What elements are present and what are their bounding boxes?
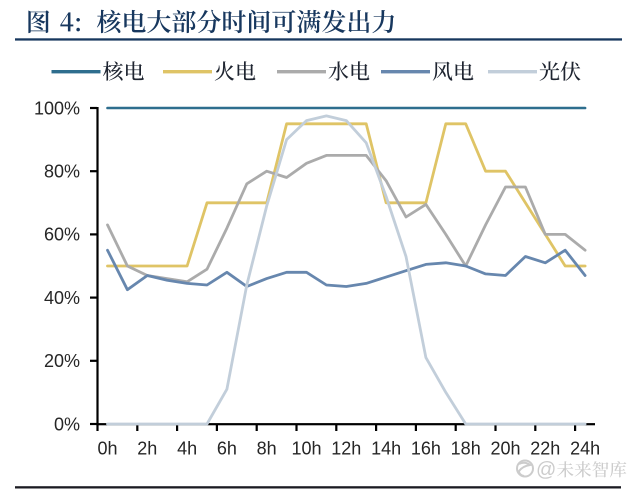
svg-text:22h: 22h xyxy=(530,439,560,459)
svg-text:10h: 10h xyxy=(291,439,321,459)
svg-text:20%: 20% xyxy=(44,351,80,371)
svg-text:20h: 20h xyxy=(490,439,520,459)
svg-text:40%: 40% xyxy=(44,288,80,308)
svg-text:0h: 0h xyxy=(97,439,117,459)
svg-text:6h: 6h xyxy=(217,439,237,459)
svg-text:100%: 100% xyxy=(34,98,80,118)
svg-text:4h: 4h xyxy=(177,439,197,459)
svg-text:2h: 2h xyxy=(137,439,157,459)
svg-text:@: @ xyxy=(536,459,556,481)
svg-text:14h: 14h xyxy=(371,439,401,459)
svg-text:18h: 18h xyxy=(451,439,481,459)
svg-text:12h: 12h xyxy=(331,439,361,459)
svg-text:0%: 0% xyxy=(54,414,80,434)
svg-text:16h: 16h xyxy=(411,439,441,459)
svg-text:24h: 24h xyxy=(570,439,600,459)
svg-text:60%: 60% xyxy=(44,225,80,245)
svg-text:80%: 80% xyxy=(44,162,80,182)
svg-text:8h: 8h xyxy=(257,439,277,459)
